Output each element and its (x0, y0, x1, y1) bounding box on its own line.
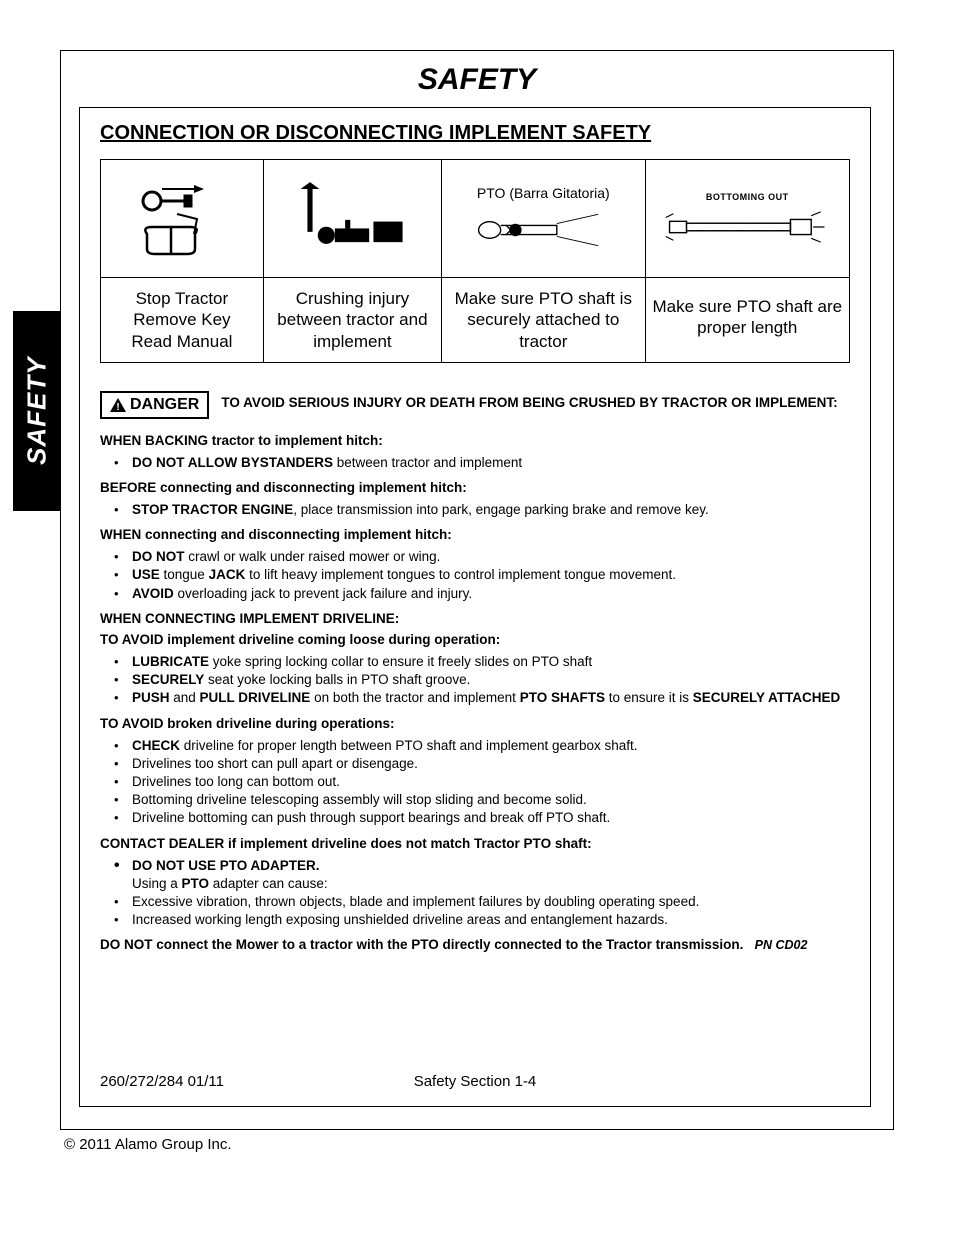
bullet-item: Drivelines too short can pull apart or d… (114, 755, 850, 773)
bullet-item: CHECK driveline for proper length betwee… (114, 737, 850, 755)
final-line: DO NOT connect the Mower to a tractor wi… (100, 937, 850, 952)
pictogram-image: BOTTOMING OUT (646, 160, 849, 278)
pictogram-caption: Make sure PTO shaft are proper length (646, 278, 849, 356)
inner-footer: 260/272/284 01/11 Safety Section 1-4 (100, 1073, 850, 1090)
pictogram-image (101, 160, 263, 278)
bottoming-icon (662, 208, 832, 246)
bullet-item: Driveline bottoming can push through sup… (114, 809, 850, 827)
pictogram-caption: Crushing injury between tractor and impl… (264, 278, 441, 362)
bullet-list: STOP TRACTOR ENGINE, place transmission … (100, 501, 850, 519)
bullet-item: DO NOT crawl or walk under raised mower … (114, 548, 850, 566)
pn-code: PN CD02 (755, 938, 808, 952)
section-lead: WHEN BACKING tractor to implement hitch: (100, 433, 850, 448)
bullet-item: Excessive vibration, thrown objects, bla… (114, 893, 850, 911)
bullet-item: Bottoming driveline telescoping assembly… (114, 791, 850, 809)
bullet-item: USE tongue JACK to lift heavy implement … (114, 566, 850, 584)
danger-label: DANGER (130, 396, 199, 414)
body-sections: WHEN BACKING tractor to implement hitch:… (100, 433, 850, 930)
pictogram-cell: Stop Tractor Remove Key Read Manual (101, 160, 264, 362)
bullet-list: CHECK driveline for proper length betwee… (100, 737, 850, 828)
bullet-item: Increased working length exposing unshie… (114, 911, 850, 929)
bullet-item: DO NOT USE PTO ADAPTER.Using a PTO adapt… (114, 857, 850, 893)
pictogram-image (264, 160, 441, 278)
pictogram-cell: PTO (Barra Gitatoria) Make sure PTO shaf… (442, 160, 645, 362)
pictogram-cell: Crushing injury between tractor and impl… (264, 160, 442, 362)
pictogram-caption: Stop Tractor Remove Key Read Manual (101, 278, 263, 362)
footer-center: Safety Section 1-4 (350, 1073, 600, 1090)
section-lead: BEFORE connecting and disconnecting impl… (100, 480, 850, 495)
bullet-item: PUSH and PULL DRIVELINE on both the trac… (114, 689, 850, 707)
bullet-item: STOP TRACTOR ENGINE, place transmission … (114, 501, 850, 519)
footer-left: 260/272/284 01/11 (100, 1073, 350, 1090)
svg-text:!: ! (116, 402, 119, 412)
bullet-item: AVOID overloading jack to prevent jack f… (114, 585, 850, 603)
bullet-item: DO NOT ALLOW BYSTANDERS between tractor … (114, 454, 850, 472)
danger-text: TO AVOID SERIOUS INJURY OR DEATH FROM BE… (221, 391, 850, 410)
pictogram-top-label: PTO (Barra Gitatoria) (477, 185, 610, 201)
pictogram-table: Stop Tractor Remove Key Read Manual (100, 159, 850, 363)
outer-frame: SAFETY SAFETY CONNECTION OR DISCONNECTIN… (60, 50, 894, 1130)
pictogram-caption: Make sure PTO shaft is securely attached… (442, 278, 644, 362)
pictogram-top-label: BOTTOMING OUT (706, 192, 789, 202)
crush-icon (292, 179, 412, 259)
section-lead: WHEN connecting and disconnecting implem… (100, 527, 850, 542)
bullet-list: DO NOT USE PTO ADAPTER.Using a PTO adapt… (100, 857, 850, 930)
key-manual-icon (122, 179, 242, 259)
danger-row: ! DANGER TO AVOID SERIOUS INJURY OR DEAT… (100, 391, 850, 419)
pictogram-cell: BOTTOMING OUT Make sure PTO shaft are pr… (646, 160, 849, 362)
section-lead: CONTACT DEALER if implement driveline do… (100, 836, 850, 851)
pto-shaft-icon (468, 207, 618, 253)
danger-badge: ! DANGER (100, 391, 209, 419)
bullet-item: Drivelines too long can bottom out. (114, 773, 850, 791)
bullet-item: LUBRICATE yoke spring locking collar to … (114, 653, 850, 671)
section-lead: TO AVOID broken driveline during operati… (100, 716, 850, 731)
bullet-list: DO NOT ALLOW BYSTANDERS between tractor … (100, 454, 850, 472)
copyright: © 2011 Alamo Group Inc. (64, 1136, 894, 1153)
section-lead: TO AVOID implement driveline coming loos… (100, 632, 850, 647)
bullet-list: LUBRICATE yoke spring locking collar to … (100, 653, 850, 708)
bullet-list: DO NOT crawl or walk under raised mower … (100, 548, 850, 603)
section-lead: WHEN CONNECTING IMPLEMENT DRIVELINE: (100, 611, 850, 626)
warning-icon: ! (110, 398, 126, 412)
content-frame: CONNECTION OR DISCONNECTING IMPLEMENT SA… (79, 107, 871, 1107)
section-heading: CONNECTION OR DISCONNECTING IMPLEMENT SA… (100, 122, 850, 145)
pictogram-image: PTO (Barra Gitatoria) (442, 160, 644, 278)
side-tab: SAFETY (13, 311, 61, 511)
page-title: SAFETY (61, 51, 893, 107)
bullet-item: SECURELY seat yoke locking balls in PTO … (114, 671, 850, 689)
